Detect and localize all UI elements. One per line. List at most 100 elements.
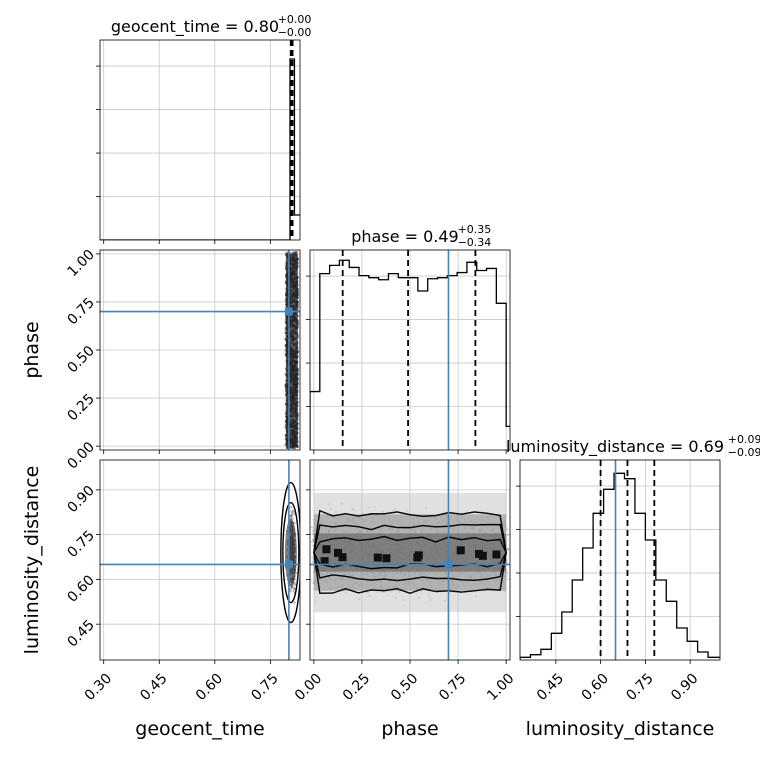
sample-point (293, 581, 297, 585)
title-minus: −0.34 (458, 236, 492, 249)
sample-point (293, 601, 296, 604)
sample-point (291, 511, 294, 514)
title-prefix: luminosity_distance = (506, 437, 688, 457)
sample-point (506, 572, 509, 575)
sample-point (291, 517, 294, 520)
x-tick-label: 0.75 (248, 671, 281, 704)
sample-point (311, 532, 314, 535)
density-block (334, 548, 343, 557)
panel-content (100, 250, 300, 450)
sample-point (290, 510, 293, 514)
title-phase: phase = 0.49+0.35−0.34 (351, 223, 491, 249)
sample-point (293, 588, 296, 591)
sample-point (312, 538, 315, 541)
sample-point (292, 589, 295, 593)
panel-content (310, 460, 510, 660)
x-tick-label: 1.00 (484, 671, 517, 704)
density-block (382, 554, 391, 563)
title-geocent_time: geocent_time = 0.80+0.00−0.00 (111, 13, 312, 39)
sample-point (291, 509, 295, 512)
x-tick-label: 0.90 (668, 671, 701, 704)
sample-point (506, 534, 509, 537)
density-block (373, 553, 382, 562)
sample-point (505, 561, 508, 564)
panel-title: geocent_time = 0.80 (111, 17, 279, 37)
panel-frame (99, 39, 301, 241)
density-block (320, 557, 329, 566)
panel-content (100, 40, 300, 240)
sample-point (289, 506, 293, 509)
x-tick-label: 0.75 (623, 671, 656, 704)
x-axis-label-phase: phase (381, 718, 438, 740)
panel-content (100, 460, 300, 660)
panel-content (310, 250, 510, 450)
panel-title: luminosity_distance = 0.69 (506, 437, 724, 457)
sample-point (290, 586, 293, 590)
x-tick-label: 0.45 (137, 671, 170, 704)
x-tick-label: 0.00 (292, 671, 325, 704)
sample-point (289, 590, 292, 593)
y-tick-label: 0.75 (65, 528, 98, 561)
density-block (492, 550, 501, 559)
density-block (414, 551, 423, 560)
y-axis-label-phase: phase (21, 321, 43, 378)
panel-luminosity_distance-phase: 0.00 0.25 0.50 0.75 1.00 (292, 459, 518, 704)
truth-marker (444, 560, 453, 569)
panel-title: phase = 0.49 (351, 227, 458, 246)
panel-phase-phase: phase = 0.49+0.35−0.34 (306, 223, 511, 454)
density-block (475, 549, 484, 558)
panel-geocent_time-geocent_time: geocent_time = 0.80+0.00−0.00 (96, 13, 311, 244)
sample-point (505, 559, 509, 562)
histogram-phase (310, 259, 510, 450)
title-minus: −0.09 (728, 446, 760, 459)
x-axis-label-geocent_time: geocent_time (135, 718, 264, 740)
panel-phase-geocent_time: 0.00 0.25 0.50 0.75 1.00 (65, 247, 301, 472)
y-tick-label: 1.00 (65, 247, 98, 280)
density-core (284, 518, 297, 587)
title-luminosity_distance: luminosity_distance = 0.69 +0.09−0.09 (506, 433, 760, 459)
histogram-geocent_time (100, 58, 300, 240)
y-tick-label: 0.90 (65, 483, 98, 516)
x-tick-label: 0.75 (436, 671, 469, 704)
sample-point (506, 528, 509, 531)
panel-luminosity_distance-luminosity_distance: luminosity_distance = 0.69 +0.09−0.09 0.45… (506, 433, 760, 704)
y-tick-label: 0.45 (65, 617, 98, 650)
title-minus: −0.00 (278, 26, 312, 39)
density-block (338, 553, 347, 562)
sample-point (310, 526, 314, 529)
y-tick-label: 0.50 (65, 343, 98, 376)
sample-point (506, 547, 509, 551)
contour (313, 509, 507, 594)
x-tick-label: 0.60 (579, 671, 612, 704)
contour (280, 481, 300, 624)
sample-point (285, 446, 289, 450)
sample-point (289, 515, 292, 518)
y-tick-label: 0.75 (65, 295, 98, 328)
panel-frame (99, 459, 301, 661)
y-tick-label: 0.25 (65, 391, 98, 424)
title-plus: +0.35 (458, 223, 492, 236)
panel-luminosity_distance-geocent_time: 0.30 0.45 0.60 0.75 0.45 0.60 0.75 0.90 (65, 459, 301, 704)
contour (282, 501, 300, 604)
truth-marker (284, 560, 293, 569)
sample-point (291, 513, 294, 516)
sample-point (295, 571, 298, 575)
x-tick-label: 0.60 (193, 671, 226, 704)
sample-point (289, 588, 292, 591)
x-tick-label: 0.30 (82, 671, 115, 704)
density-block (322, 545, 331, 554)
y-axis-label-luminosity_distance: luminosity_distance (21, 466, 43, 655)
sample-point (311, 561, 314, 564)
panel-frame (519, 459, 721, 661)
sample-point (294, 583, 297, 587)
x-tick-label: 0.45 (534, 671, 567, 704)
x-tick-label: 0.50 (388, 671, 421, 704)
sample-point (506, 547, 510, 550)
sample-point (312, 529, 315, 532)
density-block (456, 546, 465, 555)
title-plus: +0.00 (278, 13, 312, 26)
sample-point (311, 556, 314, 559)
title-median: 0.80 (243, 17, 279, 36)
truth-marker (284, 307, 293, 316)
